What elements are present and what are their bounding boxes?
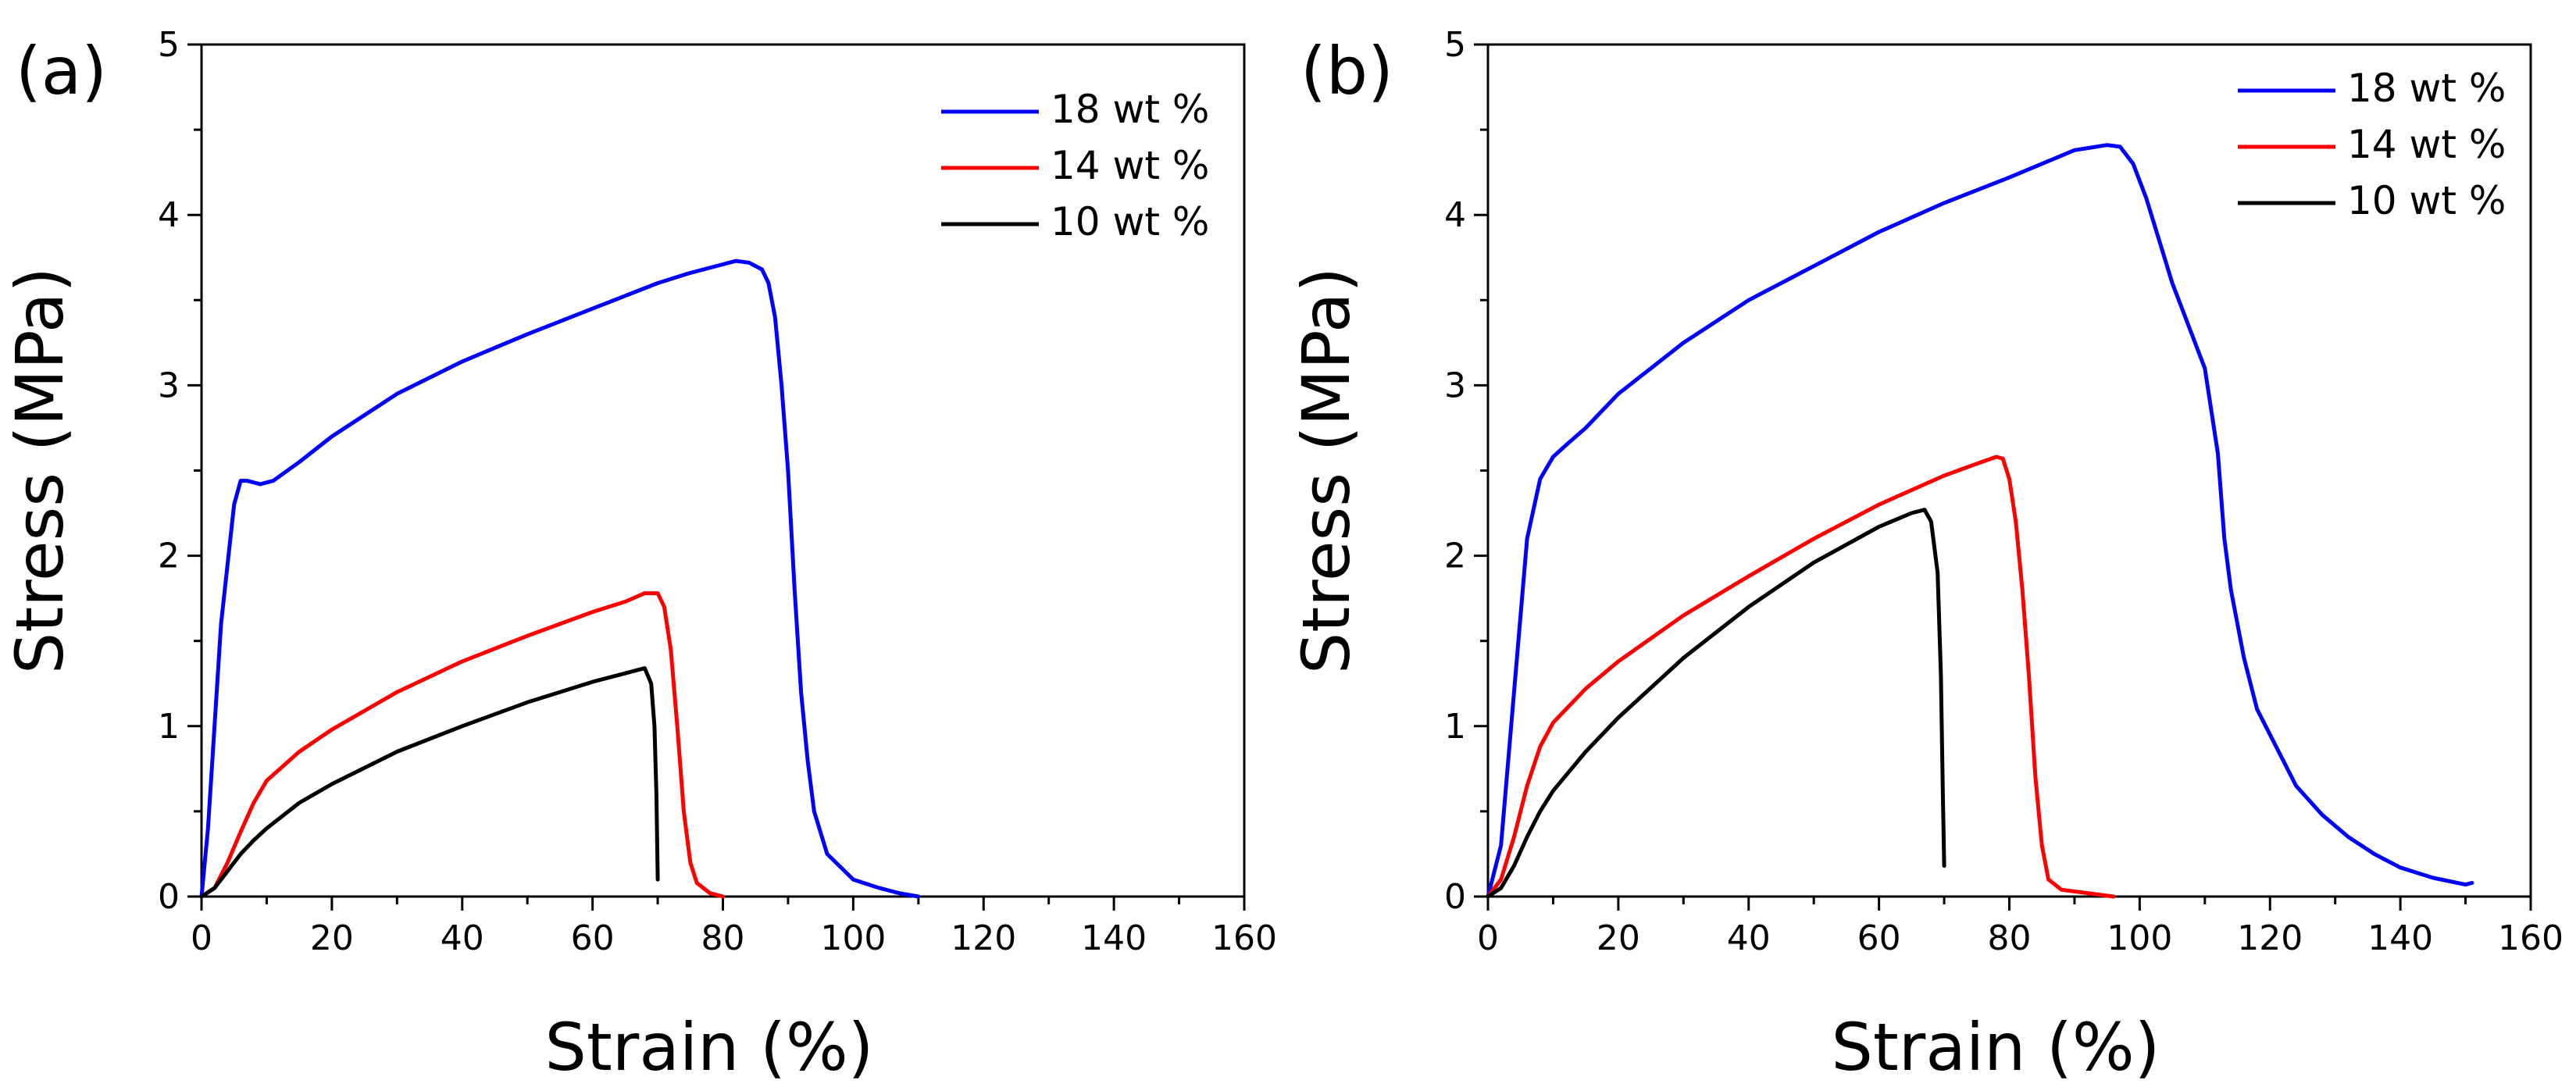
- x-axis-title: Strain (%): [545, 1009, 874, 1086]
- legend-label: 10 wt %: [2347, 178, 2506, 223]
- x-tick-label: 100: [2107, 918, 2172, 958]
- y-tick-label: 4: [158, 195, 180, 235]
- y-tick-label: 0: [158, 877, 180, 917]
- x-tick-label: 40: [1727, 918, 1771, 958]
- legend-label: 10 wt %: [1051, 199, 1209, 244]
- y-tick-label: 1: [1444, 707, 1466, 747]
- x-tick-label: 60: [571, 918, 615, 958]
- y-tick-label: 5: [158, 25, 180, 65]
- series-line-14-wt: [199, 591, 725, 899]
- legend-label: 14 wt %: [2347, 122, 2506, 167]
- x-tick-label: 120: [2237, 918, 2303, 958]
- y-tick-label: 3: [1444, 365, 1466, 405]
- x-tick-label: 140: [2367, 918, 2433, 958]
- x-tick-label: 40: [441, 918, 484, 958]
- legend-label: 14 wt %: [1051, 143, 1209, 188]
- legend-label: 18 wt %: [1051, 87, 1209, 132]
- y-tick-label: 3: [158, 365, 180, 405]
- panel-label: (a): [16, 33, 107, 109]
- y-axis-title: Stress (MPa): [2, 267, 78, 674]
- x-tick-label: 120: [951, 918, 1016, 958]
- x-tick-label: 80: [701, 918, 745, 958]
- x-tick-label: 80: [1988, 918, 2032, 958]
- y-axis-title: Stress (MPa): [1288, 267, 1365, 674]
- y-tick-label: 0: [1444, 877, 1466, 917]
- x-tick-label: 0: [191, 918, 212, 958]
- y-tick-label: 2: [1444, 537, 1466, 576]
- series-line-18-wt: [1486, 143, 2474, 899]
- x-tick-label: 0: [1477, 918, 1499, 958]
- x-tick-label: 100: [820, 918, 886, 958]
- series-line-10-wt: [1486, 508, 1946, 899]
- series-line-18-wt: [199, 258, 921, 899]
- x-tick-label: 160: [2498, 918, 2564, 958]
- plot-frame: [1486, 43, 2532, 898]
- x-tick-label: 160: [1211, 918, 1277, 958]
- series-line-10-wt: [199, 666, 660, 899]
- y-tick-label: 2: [158, 537, 180, 576]
- x-tick-label: 20: [310, 918, 354, 958]
- x-tick-label: 60: [1857, 918, 1901, 958]
- panel-a: 0 20 40 60 80 100 120 140 160 0 1 2 3 4 5 Strain (%) Str…: [2, 25, 1277, 1086]
- panel-b: 0 20 40 60 80 100 120 140 160 0 1 2 3 4 5 Strain (%) Str…: [1288, 25, 2564, 1086]
- series-line-14-wt: [1486, 455, 2116, 899]
- x-tick-label: 20: [1597, 918, 1640, 958]
- panel-label: (b): [1300, 33, 1393, 109]
- y-tick-label: 5: [1444, 25, 1466, 65]
- y-tick-label: 1: [158, 707, 180, 747]
- legend-label: 18 wt %: [2347, 66, 2506, 111]
- x-axis-title: Strain (%): [1832, 1009, 2160, 1086]
- x-tick-label: 140: [1081, 918, 1147, 958]
- y-tick-label: 4: [1444, 195, 1466, 235]
